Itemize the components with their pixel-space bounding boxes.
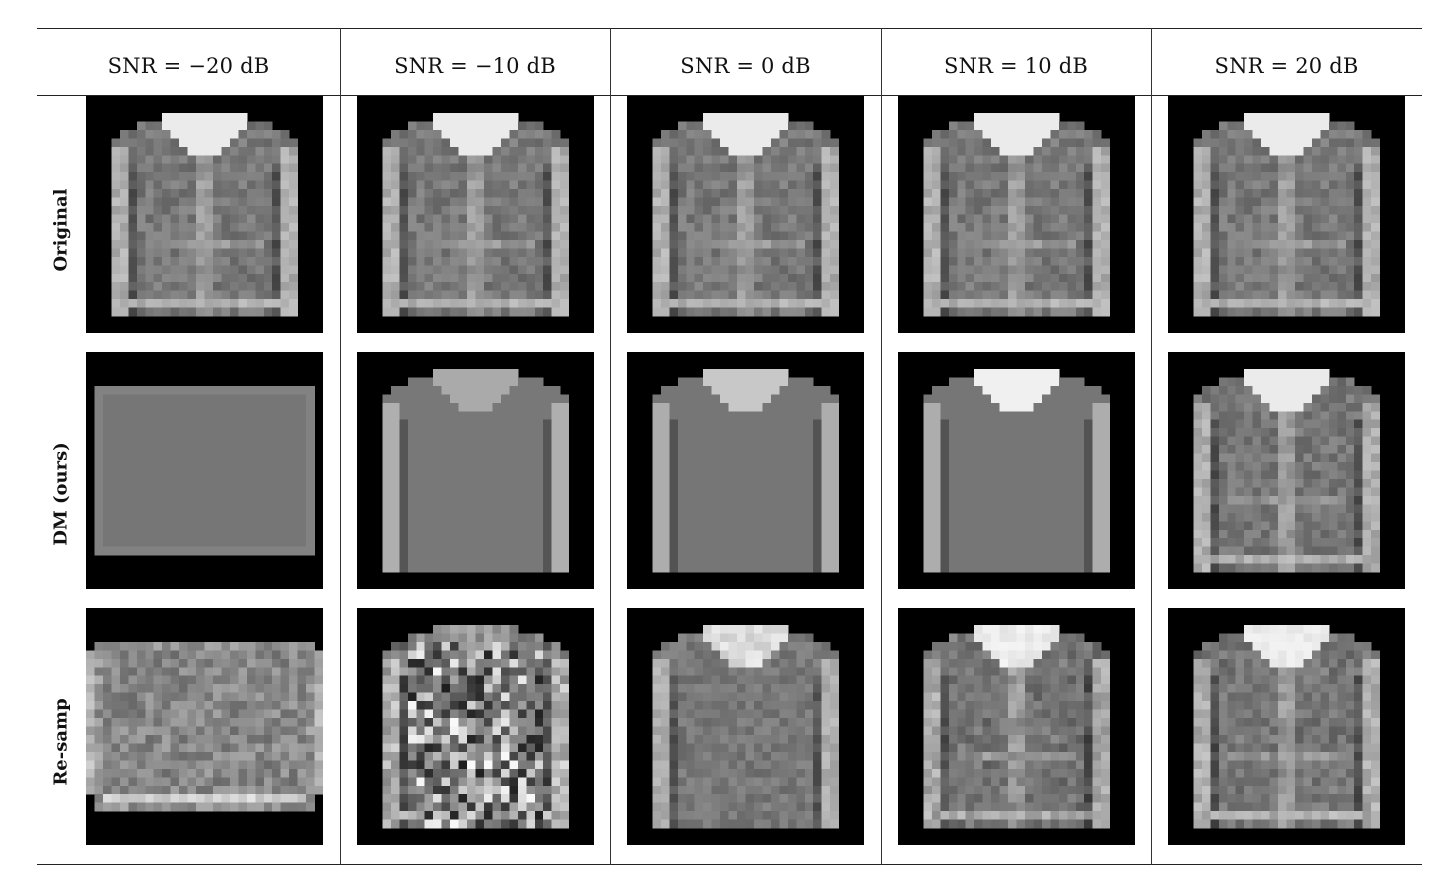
image-original-snr-0 — [627, 96, 864, 333]
image-dm-snr-10 — [898, 352, 1135, 589]
thumbnail-pixels — [86, 352, 323, 589]
image-resamp-snr-20 — [1168, 608, 1405, 845]
image-original-snr-minus-10 — [357, 96, 594, 333]
row-label-resamp-text: Re-samp — [50, 698, 72, 786]
table-bottom-rule — [37, 864, 1422, 865]
image-resamp-snr-minus-10 — [357, 608, 594, 845]
thumbnail-pixels — [86, 96, 323, 333]
table-top-rule — [37, 28, 1422, 29]
thumbnail-pixels — [357, 352, 594, 589]
thumbnail-pixels — [86, 608, 323, 845]
column-header-snr-10: SNR = 10 dB — [944, 54, 1088, 78]
thumbnail-pixels — [627, 96, 864, 333]
column-header-snr-0: SNR = 0 dB — [680, 54, 811, 78]
thumbnail-pixels — [898, 352, 1135, 589]
row-label-original-text: Original — [50, 188, 72, 272]
column-separator — [610, 28, 611, 865]
image-dm-snr-minus-20 — [86, 352, 323, 589]
image-resamp-snr-10 — [898, 608, 1135, 845]
column-header-snr-20: SNR = 20 dB — [1214, 54, 1359, 78]
column-separator — [1151, 28, 1152, 865]
image-dm-snr-minus-10 — [357, 352, 594, 589]
thumbnail-pixels — [1168, 96, 1405, 333]
thumbnail-pixels — [357, 96, 594, 333]
table-header-rule — [37, 95, 1422, 96]
image-dm-snr-0 — [627, 352, 864, 589]
image-resamp-snr-minus-20 — [86, 608, 323, 845]
column-header-snr-minus-10: SNR = −10 dB — [394, 54, 556, 78]
image-resamp-snr-0 — [627, 608, 864, 845]
image-dm-snr-20 — [1168, 352, 1405, 589]
image-original-snr-20 — [1168, 96, 1405, 333]
thumbnail-pixels — [627, 608, 864, 845]
thumbnail-pixels — [627, 352, 864, 589]
row-label-dm-text: DM (ours) — [50, 442, 72, 546]
thumbnail-pixels — [898, 96, 1135, 333]
column-separator — [340, 28, 341, 865]
image-original-snr-minus-20 — [86, 96, 323, 333]
column-separator — [881, 28, 882, 865]
thumbnail-pixels — [1168, 608, 1405, 845]
thumbnail-pixels — [1168, 352, 1405, 589]
thumbnail-pixels — [357, 608, 594, 845]
image-original-snr-10 — [898, 96, 1135, 333]
column-header-snr-minus-20: SNR = −20 dB — [107, 54, 270, 78]
thumbnail-pixels — [898, 608, 1135, 845]
